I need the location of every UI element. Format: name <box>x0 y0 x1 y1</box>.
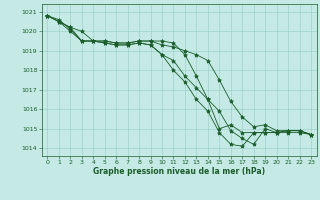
X-axis label: Graphe pression niveau de la mer (hPa): Graphe pression niveau de la mer (hPa) <box>93 167 265 176</box>
